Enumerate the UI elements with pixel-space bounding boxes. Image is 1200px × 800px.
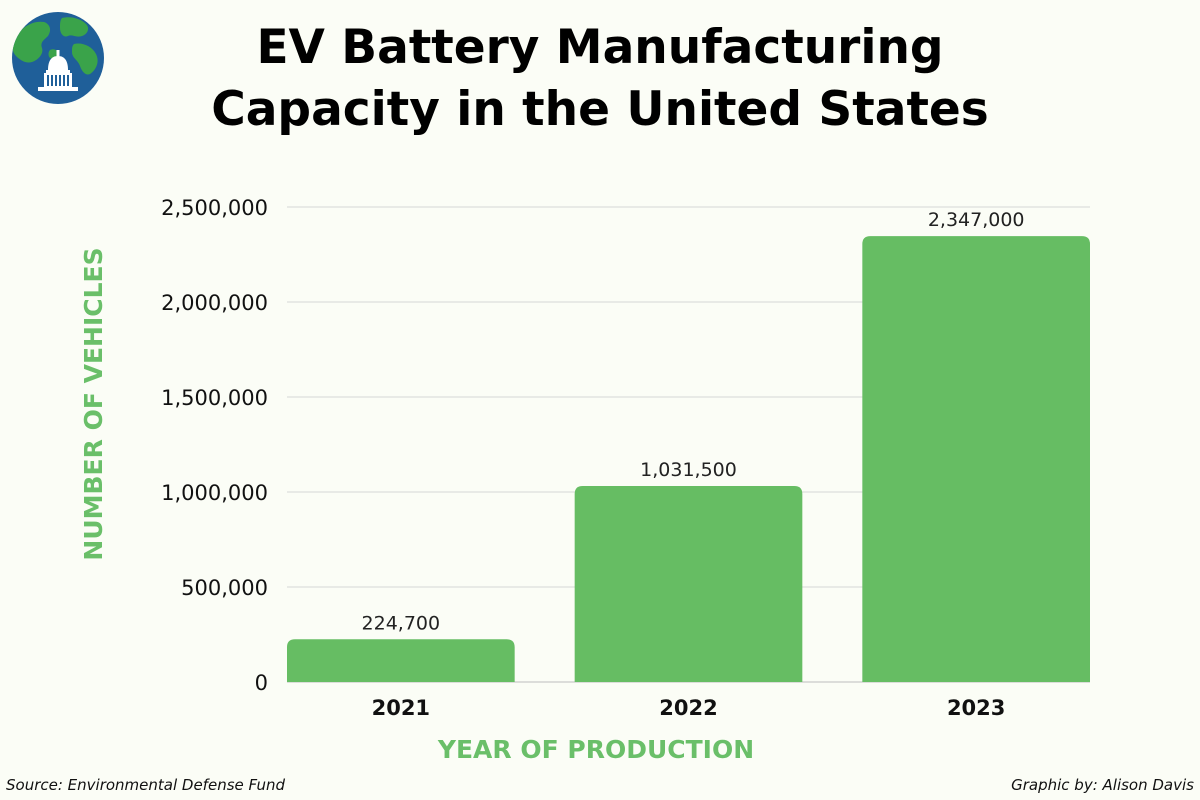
globe-land-africa	[72, 43, 98, 75]
y-tick-label: 0	[255, 671, 268, 695]
y-tick-label: 2,000,000	[161, 291, 268, 315]
globe-land-europe	[60, 17, 89, 37]
chart-title-line-2: Capacity in the United States	[211, 82, 989, 137]
y-tick-label: 500,000	[181, 576, 268, 600]
data-label-2023: 2,347,000	[928, 209, 1025, 231]
credit-note: Graphic by: Alison Davis	[1011, 776, 1194, 794]
x-tick-label-2022: 2022	[659, 696, 717, 720]
y-tick-label: 2,500,000	[161, 196, 268, 220]
source-note: Source: Environmental Defense Fund	[6, 776, 286, 794]
data-label-2021: 224,700	[362, 612, 441, 634]
bar-2022	[574, 486, 803, 682]
y-tick-label: 1,000,000	[161, 481, 268, 505]
bar-2023	[862, 236, 1090, 682]
bars	[287, 236, 1090, 682]
x-tick-label-2021: 2021	[372, 696, 430, 720]
labels: 0 500,000 1,000,000 1,500,000 2,000,000 2,500…	[161, 196, 1024, 720]
globe-land-north-america	[12, 21, 51, 63]
globe-capitol-logo-icon	[12, 12, 104, 104]
bar-2021	[287, 639, 515, 682]
y-tick-label: 1,500,000	[161, 386, 268, 410]
x-tick-label-2023: 2023	[947, 696, 1005, 720]
y-axis-title: NUMBER OF VEHICLES	[79, 247, 108, 560]
data-label-2022: 1,031,500	[640, 459, 737, 481]
chart-title-line-1: EV Battery Manufacturing	[256, 20, 944, 75]
x-axis-title: YEAR OF PRODUCTION	[437, 735, 754, 764]
